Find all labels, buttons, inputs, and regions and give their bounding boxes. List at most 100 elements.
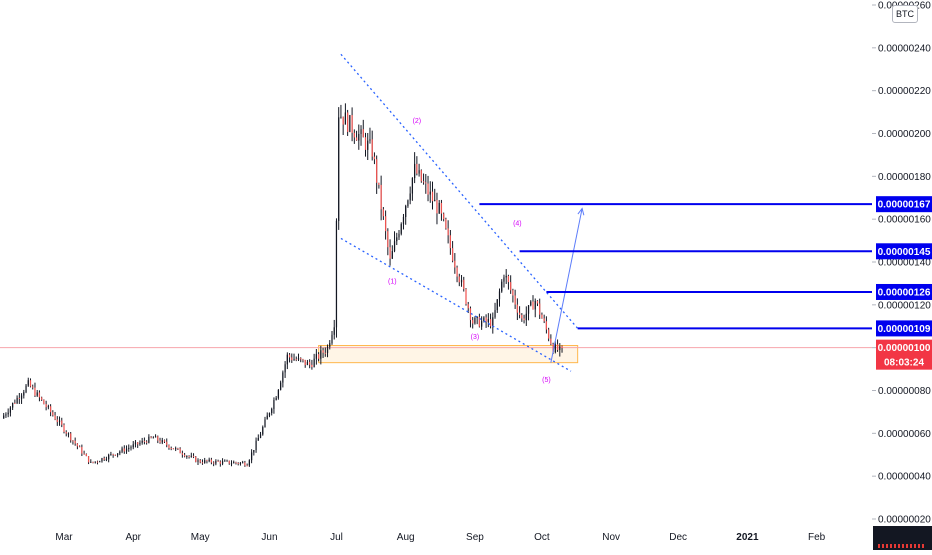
- candle: [373, 152, 376, 165]
- candle: [132, 441, 134, 450]
- candle: [226, 459, 228, 462]
- candle: [201, 459, 204, 465]
- candle: [110, 451, 112, 456]
- y-tick-label: 0.00000140: [878, 258, 931, 269]
- candle-body: [438, 202, 440, 214]
- candle-body: [347, 112, 349, 132]
- candle-body: [139, 442, 141, 445]
- candle: [139, 440, 141, 446]
- candle-body: [116, 453, 119, 456]
- candle: [559, 343, 561, 357]
- candle: [47, 404, 49, 410]
- candle: [159, 437, 161, 444]
- candle-body: [143, 440, 146, 442]
- candle-body: [99, 461, 101, 463]
- candle: [183, 452, 186, 458]
- candle-body: [45, 404, 47, 408]
- candle: [128, 444, 130, 452]
- candle-body: [492, 317, 494, 327]
- candle-body: [275, 397, 277, 401]
- candle: [101, 457, 103, 463]
- candle-body: [393, 241, 396, 252]
- candle-body: [101, 458, 103, 462]
- x-tick-label: Feb: [808, 532, 826, 543]
- candle: [317, 352, 320, 362]
- candle-body: [221, 461, 224, 464]
- candle: [521, 313, 523, 322]
- candle-body: [49, 406, 52, 413]
- candle: [288, 353, 291, 363]
- candle: [447, 220, 449, 244]
- y-tick-label: 0.00000160: [878, 215, 931, 226]
- candle: [190, 452, 192, 458]
- candle-body: [373, 156, 376, 160]
- candle: [271, 407, 273, 416]
- x-tick-label: Nov: [602, 532, 620, 543]
- candle: [264, 416, 266, 428]
- candle: [481, 316, 483, 330]
- candle-body: [235, 462, 237, 464]
- candle: [353, 129, 355, 144]
- candle: [405, 204, 407, 225]
- candle: [197, 458, 199, 465]
- y-tick-label: 0.00000060: [878, 429, 931, 440]
- candle: [438, 200, 440, 214]
- candle-body: [320, 350, 322, 359]
- candle: [402, 213, 405, 230]
- candle: [99, 460, 101, 463]
- candle: [219, 460, 221, 467]
- candle-body: [467, 304, 469, 309]
- candle-body: [536, 300, 539, 304]
- candle: [291, 353, 293, 363]
- candle-body: [282, 372, 284, 383]
- price-axis[interactable]: 0.00000020 0.00000040 0.00000060 0.00000080…: [872, 1, 931, 526]
- candle: [16, 395, 18, 405]
- candle: [434, 188, 436, 202]
- y-tick-label: 0.00000040: [878, 472, 931, 483]
- candle-body: [534, 300, 536, 310]
- projection-arrow-line: [550, 208, 583, 363]
- candle: [384, 210, 387, 240]
- candle: [351, 107, 353, 142]
- candle-body: [67, 433, 70, 435]
- candle: [36, 389, 38, 397]
- candle: [556, 339, 559, 352]
- candle: [67, 432, 70, 438]
- candle-body: [427, 183, 429, 195]
- candle-body: [114, 454, 116, 456]
- x-tick-label: Mar: [55, 532, 73, 543]
- time-axis[interactable]: Mar Apr May Jun Jul Aug Sep Oct Nov Dec 2021 Feb: [55, 532, 825, 543]
- candle: [63, 423, 65, 434]
- y-tick-label: 0.00000220: [878, 86, 931, 97]
- candle-body: [481, 321, 483, 327]
- candle: [507, 274, 510, 290]
- candle: [61, 417, 63, 428]
- candle-body: [259, 434, 262, 438]
- x-tick-label: 2021: [736, 532, 759, 543]
- candle-body: [76, 443, 79, 447]
- candle: [376, 155, 378, 194]
- candle-body: [7, 412, 9, 415]
- candle: [539, 298, 541, 319]
- candle: [485, 314, 487, 328]
- candle-body: [498, 291, 501, 300]
- candle-body: [168, 445, 170, 449]
- candle-body: [516, 304, 518, 313]
- candle-body: [514, 295, 516, 305]
- candle-body: [264, 419, 266, 428]
- candle-body: [58, 420, 61, 423]
- candle: [487, 313, 489, 328]
- candle-body: [434, 199, 436, 202]
- candle-body: [556, 344, 559, 351]
- candle-body: [228, 460, 230, 464]
- candle: [347, 109, 349, 136]
- candle: [233, 460, 235, 464]
- candle: [429, 181, 431, 203]
- candle: [333, 319, 335, 340]
- candle-body: [335, 220, 338, 328]
- currency-badge[interactable]: BTC: [892, 5, 918, 23]
- candle: [355, 130, 358, 141]
- candle-body: [271, 408, 273, 414]
